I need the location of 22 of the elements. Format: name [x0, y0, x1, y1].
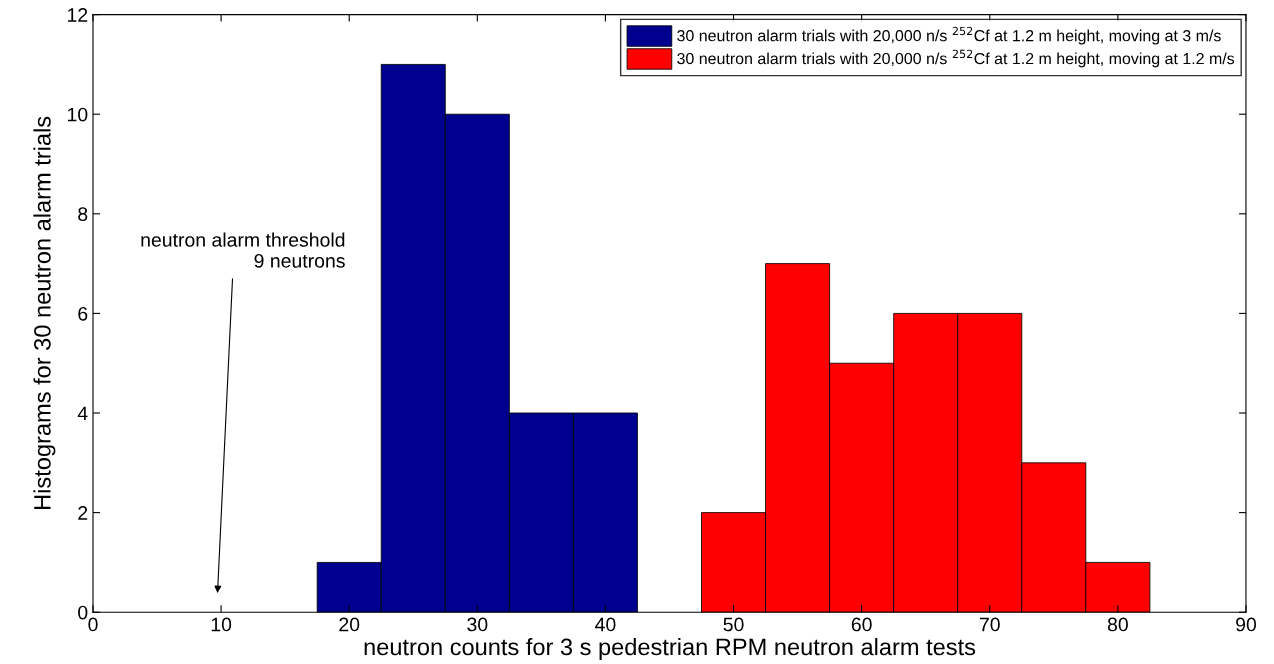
- x-tick-label: 50: [723, 617, 744, 632]
- x-tick-label: 30: [467, 617, 488, 632]
- x-tick-label: 90: [1236, 617, 1257, 632]
- x-tick-label: 80: [1107, 617, 1128, 632]
- annotation: neutron alarm threshold 9 neutrons: [141, 232, 345, 268]
- y-tick-label: 2: [78, 506, 88, 520]
- x-tick-label: 20: [339, 617, 360, 632]
- x-tick-label: 60: [851, 617, 872, 632]
- x-tick-label: 40: [595, 617, 616, 632]
- x-axis-title: neutron counts for 3 s pedestrian RPM neutron alarm tests: [364, 637, 976, 660]
- legend-label: 30 neutron alarm trials with 20,000 n/s $^{252}$Cf at 1.2 m height, moving at 1.2 m/s: [677, 49, 1235, 68]
- y-axis-title: Histograms for 30 neutron alarm trials: [33, 116, 56, 509]
- y-tick-label: 0: [78, 605, 88, 620]
- x-tick-label: 70: [979, 617, 1000, 632]
- y-tick-label: 6: [78, 306, 88, 321]
- y-tick-label: 10: [68, 107, 88, 122]
- y-tick-label: 8: [78, 207, 88, 222]
- x-tick-label: 10: [211, 617, 232, 632]
- y-tick-label: 4: [77, 406, 88, 421]
- y-tick-label: 12: [68, 8, 88, 22]
- legend-label: 30 neutron alarm trials with 20,000 n/s $^{252}$Cf at 1.2 m height, moving at 3 m/s: [677, 26, 1221, 45]
- x-tick-label: 0: [88, 617, 98, 632]
